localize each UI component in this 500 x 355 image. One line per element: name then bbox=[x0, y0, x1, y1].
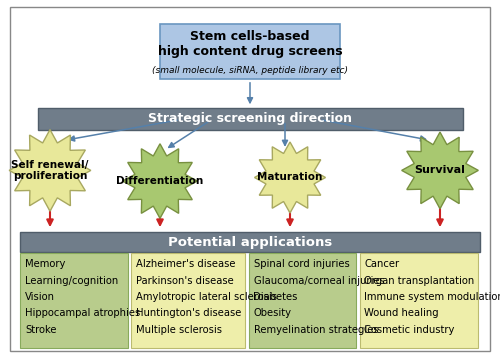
Text: Memory: Memory bbox=[25, 259, 66, 269]
Polygon shape bbox=[402, 132, 478, 209]
FancyBboxPatch shape bbox=[248, 253, 356, 348]
Text: Potential applications: Potential applications bbox=[168, 236, 332, 248]
Text: Differentiation: Differentiation bbox=[116, 176, 204, 186]
Text: Vision: Vision bbox=[25, 292, 55, 302]
Text: Cancer: Cancer bbox=[364, 259, 400, 269]
Text: Obesity: Obesity bbox=[254, 308, 292, 318]
Text: Cosmetic industry: Cosmetic industry bbox=[364, 325, 455, 335]
FancyBboxPatch shape bbox=[38, 108, 463, 130]
Text: Remyelination strategies: Remyelination strategies bbox=[254, 325, 378, 335]
FancyBboxPatch shape bbox=[360, 253, 478, 348]
Polygon shape bbox=[254, 142, 326, 213]
Text: Self renewal/
proliferation: Self renewal/ proliferation bbox=[12, 160, 88, 181]
Text: Strategic screening direction: Strategic screening direction bbox=[148, 113, 352, 125]
Text: Amylotropic lateral sclerosis: Amylotropic lateral sclerosis bbox=[136, 292, 277, 302]
FancyBboxPatch shape bbox=[20, 253, 128, 348]
Text: Maturation: Maturation bbox=[258, 173, 322, 182]
Text: Glaucoma/corneal injuries: Glaucoma/corneal injuries bbox=[254, 275, 384, 286]
Text: Organ transplantation: Organ transplantation bbox=[364, 275, 475, 286]
FancyBboxPatch shape bbox=[160, 24, 340, 79]
Text: Spinal cord injuries: Spinal cord injuries bbox=[254, 259, 349, 269]
FancyBboxPatch shape bbox=[20, 232, 480, 252]
Text: Stem cells-based
high content drug screens: Stem cells-based high content drug scree… bbox=[158, 30, 342, 58]
Text: Alzheimer's disease: Alzheimer's disease bbox=[136, 259, 235, 269]
Text: Diabetes: Diabetes bbox=[254, 292, 298, 302]
Text: Multiple sclerosis: Multiple sclerosis bbox=[136, 325, 222, 335]
Text: Learning/cognition: Learning/cognition bbox=[25, 275, 118, 286]
Text: Huntington's disease: Huntington's disease bbox=[136, 308, 242, 318]
Text: Survival: Survival bbox=[414, 165, 466, 175]
Polygon shape bbox=[122, 144, 198, 218]
Text: Wound healing: Wound healing bbox=[364, 308, 439, 318]
Text: Hippocampal atrophies: Hippocampal atrophies bbox=[25, 308, 140, 318]
FancyBboxPatch shape bbox=[131, 253, 245, 348]
Text: Parkinson's disease: Parkinson's disease bbox=[136, 275, 234, 286]
Text: (small molecule, siRNA, peptide library etc): (small molecule, siRNA, peptide library … bbox=[152, 66, 348, 75]
Polygon shape bbox=[9, 130, 91, 211]
Text: Stroke: Stroke bbox=[25, 325, 56, 335]
Text: Immune system modulation: Immune system modulation bbox=[364, 292, 500, 302]
